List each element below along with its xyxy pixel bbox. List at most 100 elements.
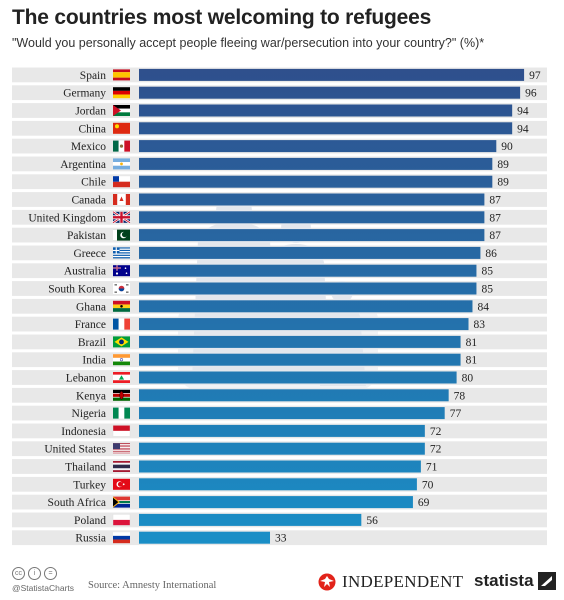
mexico-flag-icon — [113, 140, 130, 152]
bar-south-africa — [139, 496, 413, 509]
value-label-china: 94 — [517, 123, 529, 135]
bar-germany — [139, 86, 521, 99]
bar-china — [139, 122, 513, 135]
bar-turkey — [139, 478, 417, 491]
bar-south-korea — [139, 282, 477, 295]
value-label-thailand: 71 — [426, 462, 438, 474]
category-label-south-korea: South Korea — [48, 284, 106, 296]
bars — [139, 68, 525, 544]
category-label-poland: Poland — [74, 515, 106, 527]
value-label-south-africa: 69 — [418, 497, 430, 509]
value-label-united-states: 72 — [430, 444, 442, 456]
value-label-mexico: 90 — [501, 141, 513, 153]
value-label-argentina: 89 — [497, 159, 509, 171]
turkey-flag-icon — [113, 478, 130, 490]
greece-flag-icon — [113, 247, 130, 259]
value-label-south-korea: 85 — [481, 284, 493, 296]
value-label-canada: 87 — [489, 195, 501, 207]
value-label-france: 83 — [474, 319, 486, 331]
category-label-lebanon: Lebanon — [66, 373, 106, 385]
category-label-chile: Chile — [81, 177, 106, 189]
bar-russia — [139, 531, 271, 544]
category-label-kenya: Kenya — [76, 390, 106, 402]
india-flag-icon — [113, 354, 130, 366]
bar-france — [139, 318, 469, 331]
lebanon-flag-icon — [113, 372, 130, 383]
bar-kenya — [139, 389, 449, 402]
cc-icon: cc — [12, 567, 25, 580]
bar-poland — [139, 513, 362, 526]
noderivs-icon: = — [44, 567, 57, 580]
statista-logo: statista — [474, 571, 556, 591]
china-flag-icon — [113, 122, 130, 134]
value-label-pakistan: 87 — [489, 230, 501, 242]
south-africa-flag-icon — [113, 496, 130, 508]
germany-flag-icon — [113, 87, 130, 99]
chile-flag-icon — [113, 176, 130, 188]
flag-icons — [112, 69, 131, 544]
pakistan-flag-icon — [113, 229, 130, 241]
license-icons: cc i = — [12, 567, 57, 580]
jordan-flag-icon — [113, 105, 130, 116]
bar-united-kingdom — [139, 211, 485, 224]
bar-nigeria — [139, 407, 445, 420]
statista-mark-icon — [537, 572, 556, 590]
category-label-thailand: Thailand — [65, 462, 106, 474]
category-label-brazil: Brazil — [78, 337, 106, 349]
value-label-brazil: 81 — [466, 337, 478, 349]
bar-jordan — [139, 104, 513, 117]
argentina-flag-icon — [113, 158, 130, 170]
value-label-australia: 85 — [481, 266, 493, 278]
category-label-united-states: United States — [44, 444, 106, 456]
ghana-flag-icon — [113, 300, 130, 312]
value-label-greece: 86 — [485, 248, 497, 260]
south-korea-flag-icon — [113, 283, 130, 294]
category-label-canada: Canada — [72, 195, 106, 207]
category-label-indonesia: Indonesia — [61, 426, 106, 438]
poland-flag-icon — [112, 514, 131, 526]
value-labels: 97 96 94 94 90 89 89 87 87 87 86 85 85 84 83 81 81 80 78 77… — [275, 70, 541, 545]
bar-mexico — [139, 140, 497, 153]
value-label-poland: 56 — [366, 515, 378, 527]
attribution-icon: i — [28, 567, 41, 580]
bar-spain — [139, 68, 525, 81]
bar-australia — [139, 264, 477, 277]
bar-united-states — [139, 442, 425, 455]
bar-greece — [139, 246, 481, 259]
spain-flag-icon — [113, 69, 130, 81]
bar-ghana — [139, 300, 473, 313]
category-label-south-africa: South Africa — [48, 497, 106, 509]
value-label-kenya: 78 — [454, 390, 466, 402]
category-label-mexico: Mexico — [71, 141, 106, 153]
australia-flag-icon — [113, 265, 130, 277]
category-labels: Spain Germany Jordan China Mexico Argentina Ch… — [28, 70, 106, 545]
russia-flag-icon — [113, 532, 130, 544]
bar-pakistan — [139, 229, 485, 242]
value-label-ghana: 84 — [477, 301, 489, 313]
value-label-spain: 97 — [529, 70, 541, 82]
value-label-chile: 89 — [497, 177, 509, 189]
value-label-india: 81 — [466, 355, 478, 367]
nigeria-flag-icon — [113, 407, 130, 419]
category-label-pakistan: Pakistan — [67, 230, 106, 242]
category-label-ghana: Ghana — [76, 301, 106, 313]
indonesia-flag-icon — [112, 425, 131, 437]
bar-chart: Spain Germany Jordan China Mexico Argentina Ch… — [12, 67, 547, 546]
value-label-turkey: 70 — [422, 479, 434, 491]
brazil-flag-icon — [113, 336, 130, 348]
category-label-france: France — [75, 319, 106, 331]
bar-chile — [139, 175, 493, 188]
category-label-argentina: Argentina — [60, 159, 106, 171]
value-label-lebanon: 80 — [462, 373, 474, 385]
thailand-flag-icon — [113, 461, 130, 472]
category-label-china: China — [79, 123, 106, 135]
kenya-flag-icon — [113, 389, 130, 401]
bar-thailand — [139, 460, 421, 473]
category-label-jordan: Jordan — [75, 106, 106, 118]
bar-indonesia — [139, 424, 425, 437]
bar-brazil — [139, 335, 461, 348]
independent-logo: INDEPENDENT — [316, 572, 463, 592]
bar-canada — [139, 193, 485, 206]
chart-subtitle: "Would you personally accept people flee… — [12, 36, 485, 50]
value-label-russia: 33 — [275, 533, 287, 545]
